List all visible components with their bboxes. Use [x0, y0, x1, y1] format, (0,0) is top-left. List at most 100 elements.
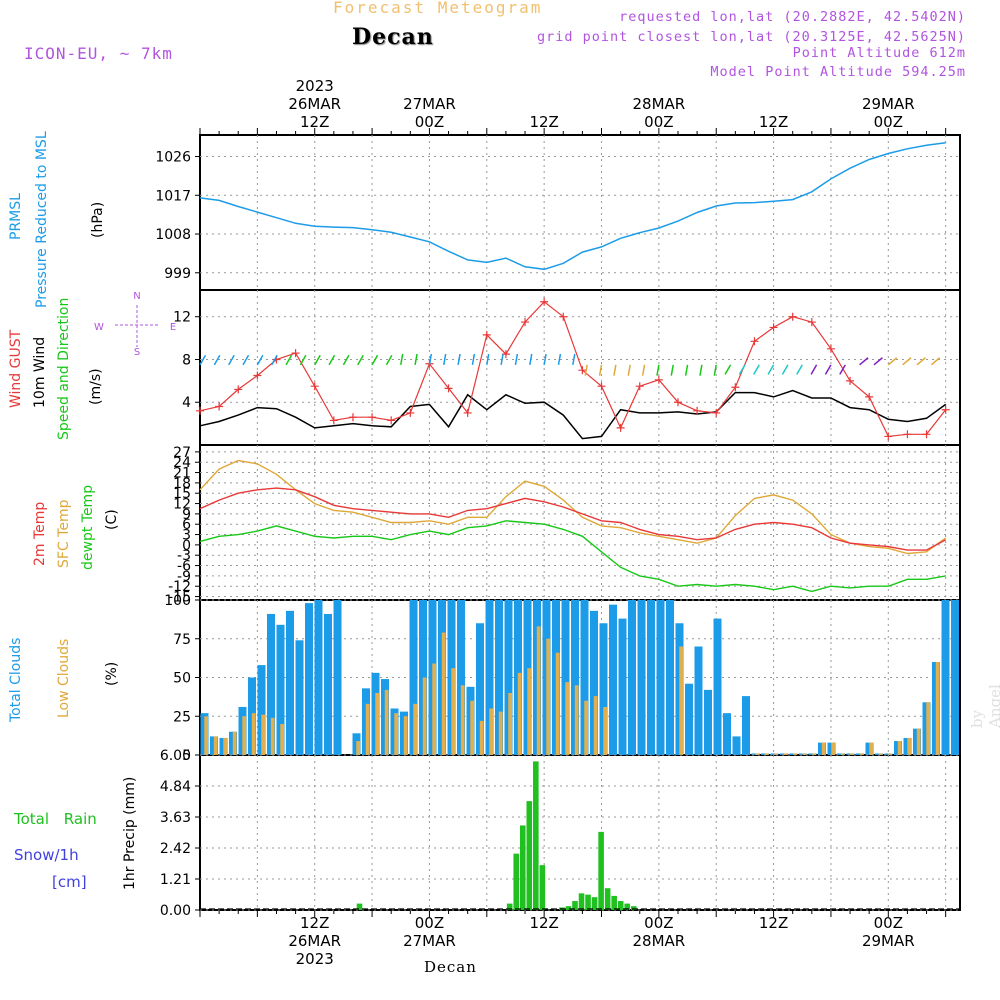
- gust-marker: [884, 432, 893, 441]
- wind-direction-arrow: [824, 364, 832, 375]
- wind-direction-arrow: [684, 364, 689, 376]
- precip-bar: [533, 761, 539, 910]
- low-cloud-bar: [356, 741, 361, 755]
- gust-marker: [463, 408, 472, 417]
- total-cloud-bar: [694, 646, 703, 755]
- precip-bar: [565, 906, 572, 910]
- temp-tick-label: 3: [182, 528, 191, 544]
- total-cloud-bar: [409, 600, 418, 755]
- gust-marker: [444, 384, 453, 393]
- wind-tick-label: 12: [173, 310, 191, 326]
- top-time-label: 12Z: [529, 113, 558, 131]
- top-time-label: 00Z: [874, 113, 903, 131]
- wind-direction-arrow: [543, 353, 547, 365]
- gridpoint-coords: grid point closest lon,lat (20.3125E, 42…: [536, 29, 966, 45]
- wind-direction-arrow: [641, 364, 646, 376]
- low-cloud-bar: [441, 632, 446, 755]
- gust-marker: [788, 312, 797, 321]
- wind-direction-arrow: [767, 364, 775, 375]
- low-cloud-bar: [565, 682, 570, 755]
- bottom-time-label: 26MAR: [288, 932, 341, 950]
- low-cloud-bar: [413, 703, 418, 755]
- low-cloud-bar: [555, 652, 560, 755]
- total-cloud-bar: [618, 618, 627, 755]
- panel-frame-0: [199, 134, 961, 291]
- low-cloud-bar: [574, 685, 579, 755]
- wind-direction-arrow: [613, 364, 617, 376]
- low-cloud-bar: [897, 741, 902, 755]
- low-cloud-bar: [831, 742, 836, 755]
- low-cloud-bar: [793, 753, 798, 755]
- wind-direction-arrow: [228, 354, 235, 366]
- clouds-tick-label: 0: [182, 748, 191, 764]
- panel-frame-2: [199, 444, 961, 601]
- wind-direction-arrow: [627, 364, 631, 376]
- precip-bar: [617, 901, 624, 910]
- total-cloud-bar: [333, 600, 342, 755]
- low-cloud-bar: [460, 685, 465, 755]
- wind-direction-arrow: [514, 353, 519, 365]
- wind-mean-line: [199, 389, 947, 440]
- model-altitude: Model Point Altitude 594.25m: [710, 64, 966, 80]
- total-cloud-bar: [951, 600, 959, 755]
- total-cloud-bar: [704, 689, 712, 755]
- total-cloud-bar: [637, 600, 646, 755]
- low-cloud-bar: [840, 753, 845, 755]
- top-time-label: 12Z: [759, 113, 788, 131]
- compass-cross: [115, 305, 159, 347]
- total-cloud-bar: [457, 600, 465, 755]
- wind-gust-line: [199, 300, 947, 438]
- precip-bar: [624, 903, 631, 910]
- panel-frame-4: [199, 754, 961, 911]
- clouds-tick-label: 25: [173, 709, 191, 725]
- wind-direction-arrow: [457, 353, 461, 365]
- total-cloud-bar: [571, 600, 579, 755]
- wind-direction-arrow: [873, 357, 883, 366]
- low-cloud-bar: [213, 736, 218, 755]
- precip-bar: [591, 897, 598, 910]
- wind-direction-arrow: [256, 354, 264, 366]
- low-cloud-bar: [821, 742, 826, 755]
- gust-marker: [750, 337, 759, 346]
- wind-direction-arrow: [314, 354, 321, 366]
- low-cloud-bar: [489, 708, 494, 755]
- gust-marker: [826, 344, 835, 353]
- bottom-time-label: 00Z: [644, 914, 673, 932]
- low-cloud-bar: [394, 713, 399, 755]
- temp-tick-label: 18: [173, 476, 191, 492]
- low-cloud-bar: [850, 753, 855, 755]
- gust-marker: [865, 392, 874, 401]
- total-cloud-bar: [590, 610, 598, 755]
- gust-marker: [654, 375, 663, 384]
- gust-marker: [903, 430, 912, 439]
- total-cloud-bar: [295, 640, 304, 755]
- low-cloud-bar: [764, 753, 769, 755]
- pressure-tick-label: 1017: [155, 188, 191, 204]
- total-cloud-bar: [485, 600, 494, 755]
- panel-frame-1: [199, 289, 961, 446]
- top-time-label: 2023: [296, 77, 334, 95]
- wind-direction-arrow: [572, 353, 576, 365]
- low-cloud-bar: [403, 716, 408, 755]
- bottom-time-label: 12Z: [529, 914, 558, 932]
- gust-marker: [712, 408, 721, 417]
- wind-direction-arrow: [753, 364, 760, 375]
- pressure-tick-label: 1026: [155, 150, 191, 166]
- low-cloud-bar: [422, 677, 427, 755]
- low-cloud-bar: [546, 638, 551, 755]
- total-cloud-bar: [941, 600, 950, 755]
- low-cloud-bar: [878, 753, 883, 755]
- precip-tick-label: 6.05: [160, 748, 191, 764]
- top-time-label: 28MAR: [633, 95, 686, 113]
- clouds-tick-label: 50: [173, 671, 191, 687]
- compass-s: S: [134, 347, 140, 358]
- wind-direction-arrow: [213, 354, 221, 366]
- low-cloud-bar: [783, 753, 788, 755]
- total-cloud-bar: [685, 683, 693, 755]
- wind-direction-arrow: [529, 353, 533, 365]
- gust-marker: [482, 330, 491, 339]
- total-cloud-bar: [257, 665, 266, 755]
- total-cloud-bar: [713, 618, 722, 755]
- location-title: Decan: [352, 24, 434, 50]
- snow-label: Snow/1h: [14, 846, 79, 864]
